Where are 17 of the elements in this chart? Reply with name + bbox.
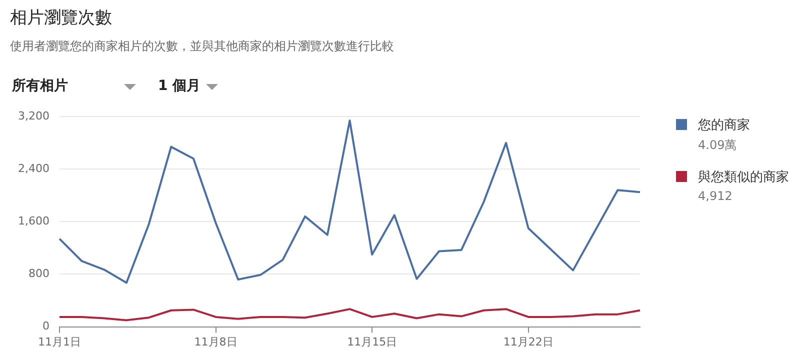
text: 4.09萬 <box>698 137 738 154</box>
text: 所有相片 <box>12 77 68 95</box>
legend-label: 與您類似的商家 <box>698 169 789 186</box>
text: 1 個月 <box>158 77 201 95</box>
x-tick-label: 11月22日 <box>503 335 554 348</box>
y-tick-label: 2,400 <box>18 162 50 176</box>
chart-title: 相片瀏覽次數 <box>10 7 112 29</box>
y-tick-label: 3,200 <box>18 109 50 122</box>
x-tick-label: 11月15日 <box>347 335 398 348</box>
chart-subtitle: 使用者瀏覽您的商家相片的次數，並與其他商家的相片瀏覽次數進行比較 <box>10 38 394 55</box>
text: 4,912 <box>698 189 734 203</box>
y-tick-label: 800 <box>28 267 50 280</box>
x-tick-label: 11月1日 <box>38 335 81 348</box>
x-tick-label: 11月8日 <box>194 335 238 348</box>
legend-label: 您的商家 <box>698 117 751 134</box>
y-tick-label: 1,600 <box>18 214 50 228</box>
y-tick-label: 0 <box>42 320 50 333</box>
